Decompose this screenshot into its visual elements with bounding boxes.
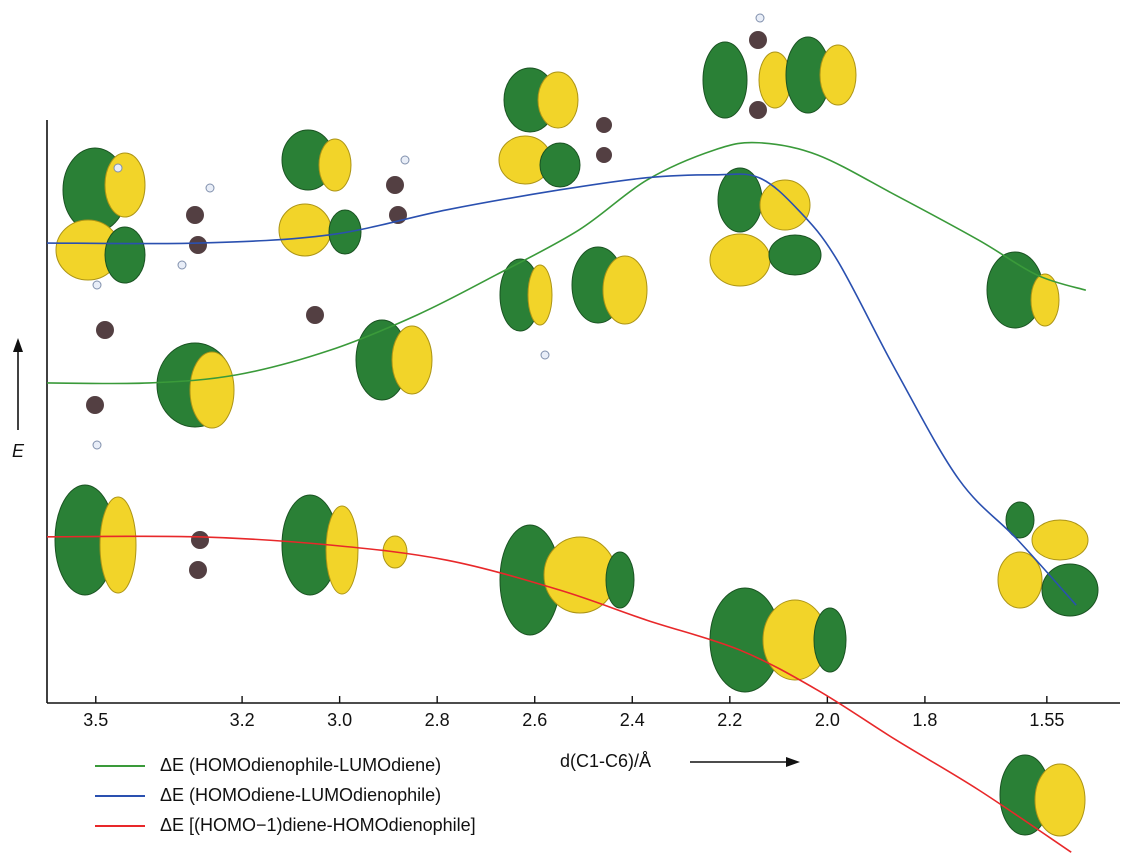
lobe [538, 72, 578, 128]
x-tick-label: 3.2 [230, 710, 255, 730]
hydrogen [114, 164, 122, 172]
atom [86, 396, 104, 414]
lobe [606, 552, 634, 608]
x-tick-label: 2.6 [522, 710, 547, 730]
lobe [528, 265, 552, 325]
lobe [105, 227, 145, 283]
x-tick-label: 3.0 [327, 710, 352, 730]
atom [306, 306, 324, 324]
atom [186, 206, 204, 224]
x-tick-label: 2.0 [815, 710, 840, 730]
hydrogen [93, 281, 101, 289]
atom [96, 321, 114, 339]
x-arrowhead [786, 757, 800, 767]
lobe [710, 234, 770, 286]
lobe [540, 143, 580, 187]
lobe [603, 256, 647, 324]
atom [596, 147, 612, 163]
x-tick-label: 2.2 [717, 710, 742, 730]
lobe [392, 326, 432, 394]
legend-label: ΔE (HOMOdiene-LUMOdienophile) [160, 785, 441, 805]
x-tick-label: 3.5 [83, 710, 108, 730]
atom [749, 101, 767, 119]
x-tick-label: 2.4 [620, 710, 645, 730]
lobe [769, 235, 821, 275]
lobe [814, 608, 846, 672]
lobe [718, 168, 762, 232]
hydrogen [93, 441, 101, 449]
hydrogen [756, 14, 764, 22]
lobe [760, 180, 810, 230]
legend: ΔE (HOMOdienophile-LUMOdiene) ΔE (HOMOdie… [95, 755, 476, 835]
atom [749, 31, 767, 49]
atom [596, 117, 612, 133]
lobe [1042, 564, 1098, 616]
hydrogen [178, 261, 186, 269]
orbital-art [55, 14, 1098, 836]
lobe [544, 537, 616, 613]
x-tick-label: 2.8 [425, 710, 450, 730]
legend-label: ΔE (HOMOdienophile-LUMOdiene) [160, 755, 441, 775]
x-tick-label: 1.8 [912, 710, 937, 730]
lobe [100, 497, 136, 593]
atom [189, 561, 207, 579]
x-axis-label: d(C1-C6)/Å [560, 751, 651, 771]
lobe [1032, 520, 1088, 560]
lobe [105, 153, 145, 217]
lobe [326, 506, 358, 594]
lobe [279, 204, 331, 256]
legend-label: ΔE [(HOMO−1)diene-HOMOdienophile] [160, 815, 476, 835]
atom [189, 236, 207, 254]
hydrogen [541, 351, 549, 359]
x-tick-label: 1.55 [1029, 710, 1064, 730]
hydrogen [401, 156, 409, 164]
lobe [319, 139, 351, 191]
atom [191, 531, 209, 549]
chart: E d(C1-C6)/Å 3.5 3.2 3.0 2.8 2.6 2.4 2.2 2.0 1.8… [0, 0, 1140, 854]
hydrogen [206, 184, 214, 192]
lobe [820, 45, 856, 105]
lobe [1035, 764, 1085, 836]
y-axis-label: E [12, 441, 25, 461]
y-arrowhead [13, 338, 23, 352]
lobe [703, 42, 747, 118]
lobe [190, 352, 234, 428]
atom [386, 176, 404, 194]
